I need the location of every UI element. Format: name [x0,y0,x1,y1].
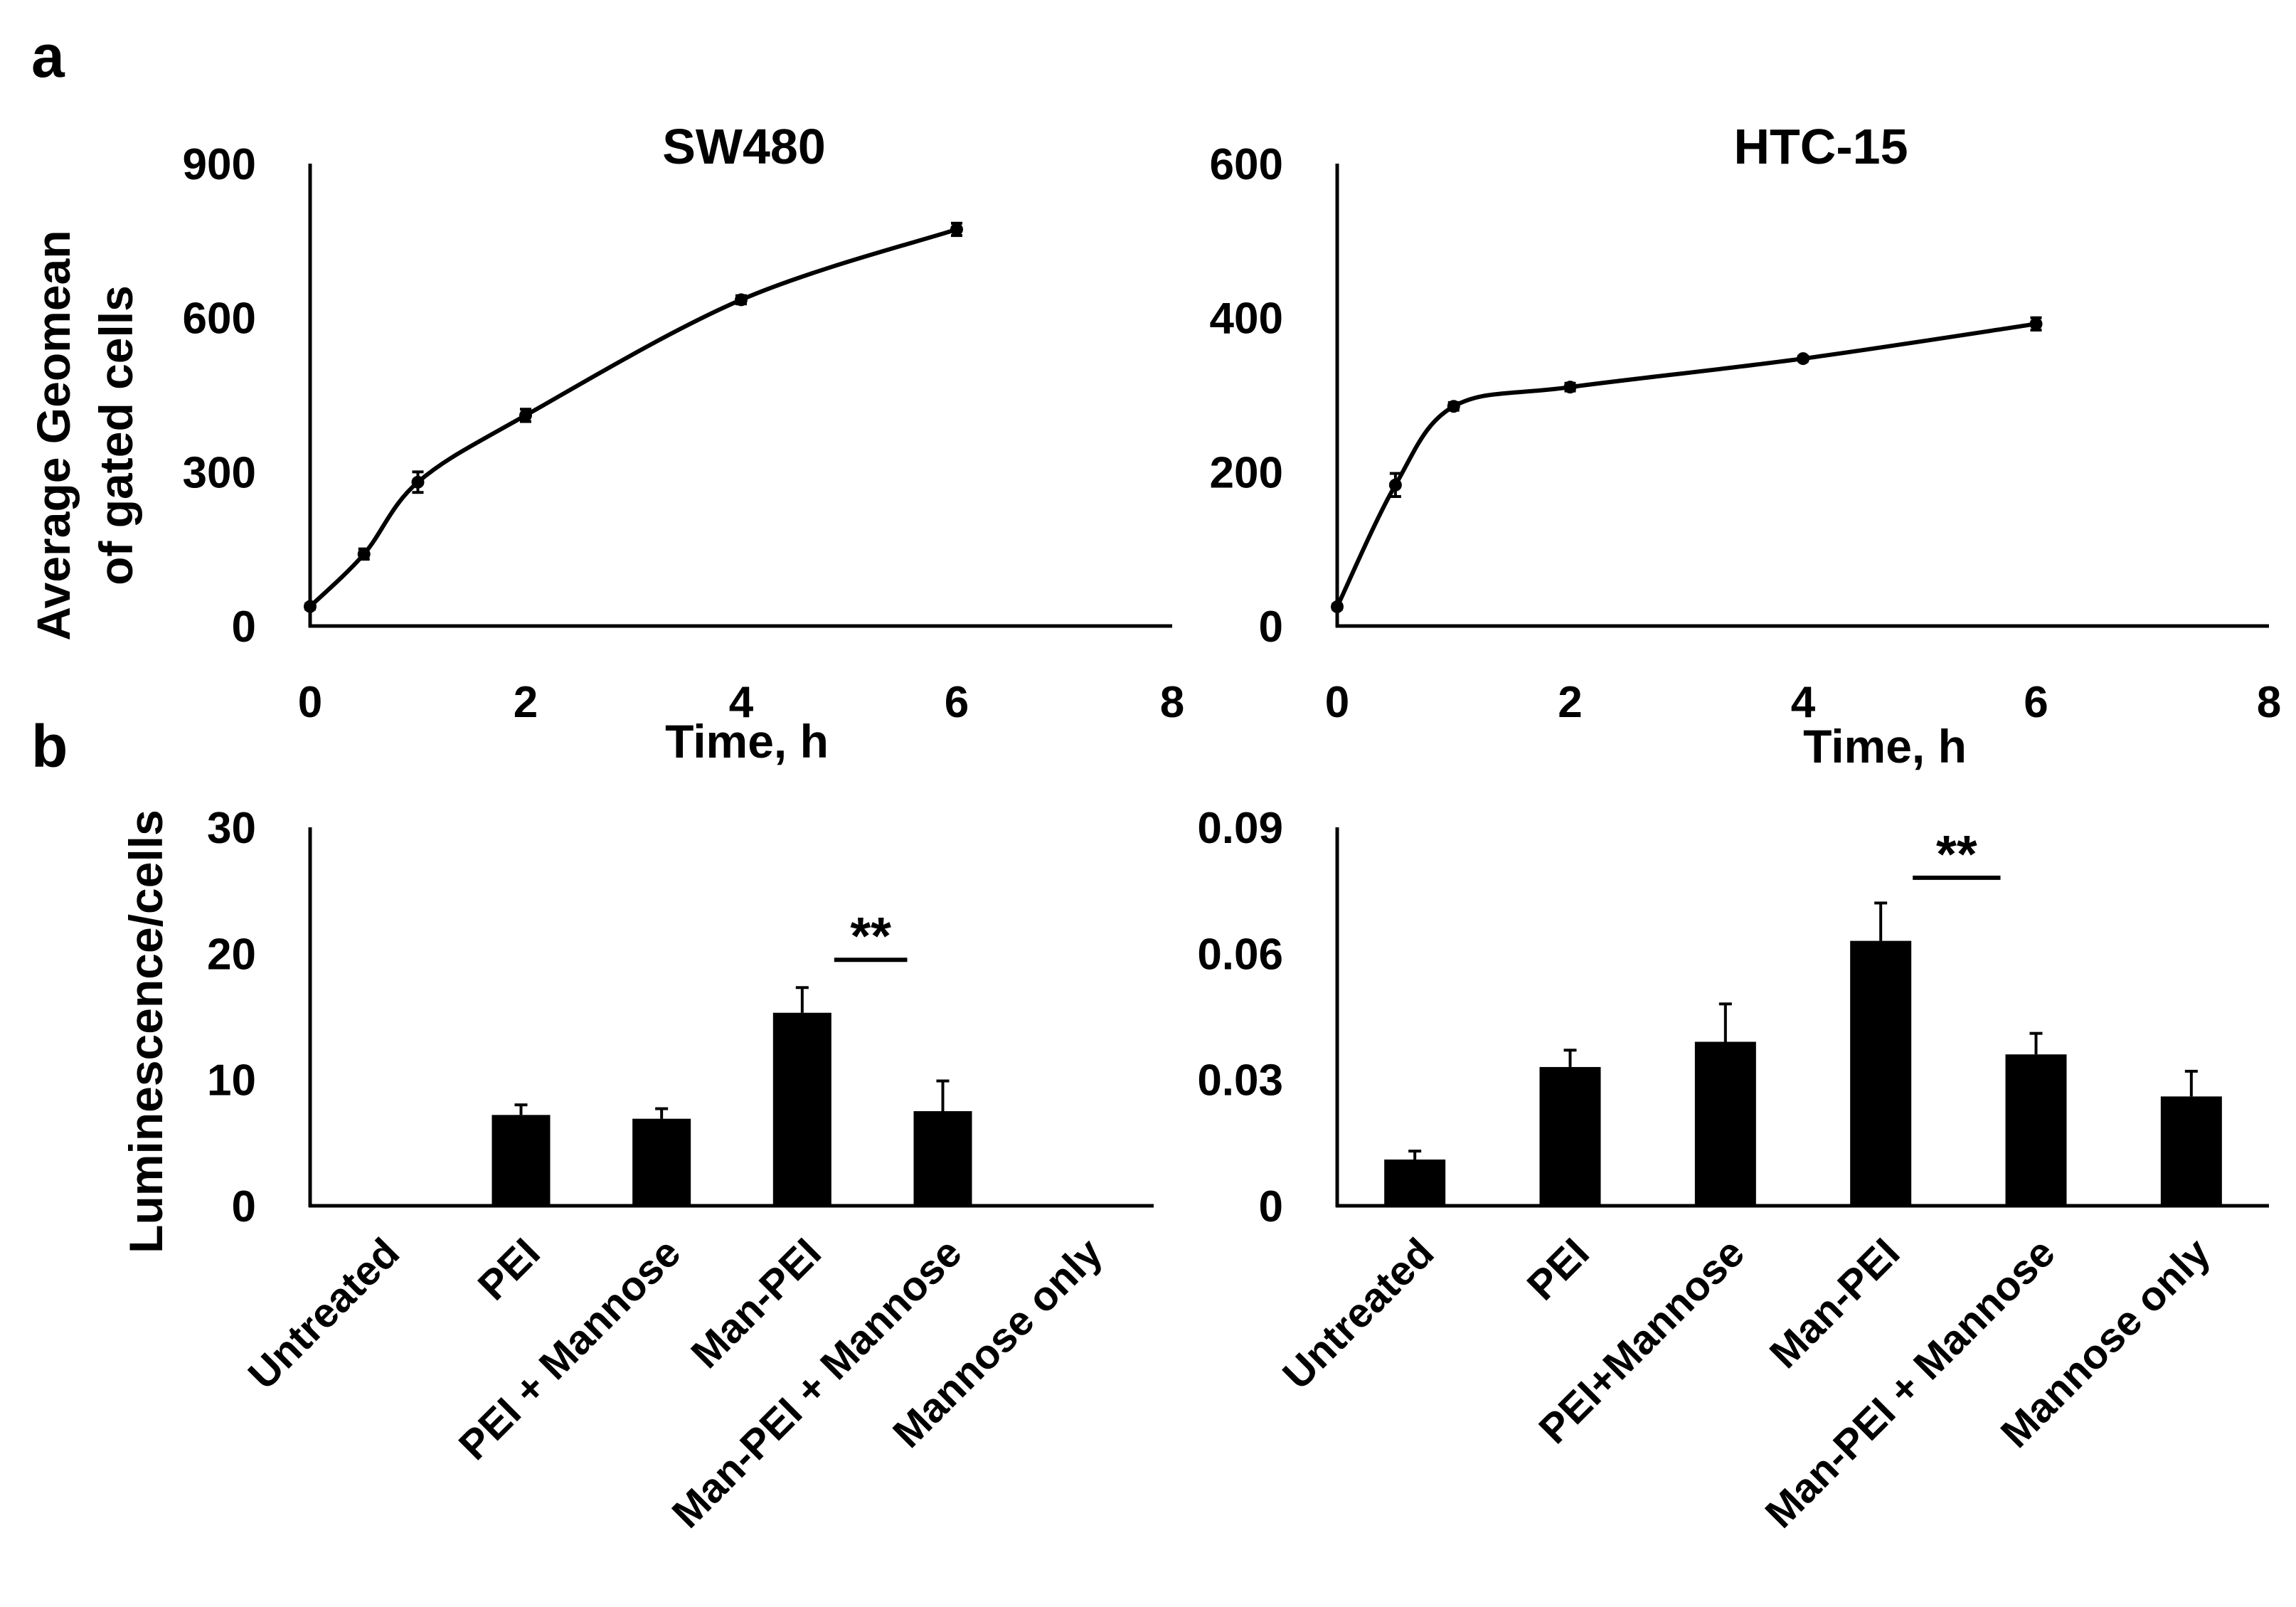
data-point [735,293,748,307]
bar [1054,1204,1113,1206]
bar [1539,1066,1601,1206]
chart-title: HTC-15 [1733,119,1908,174]
y-tick-label: 300 [183,448,256,497]
data-point [357,547,371,561]
y-tick-label: 900 [183,140,256,189]
panel-label-b: b [31,713,68,780]
data-point [1563,381,1577,394]
data-point [411,475,425,489]
bar [913,1111,972,1206]
y-tick-label: 0 [1259,603,1283,652]
bar [2160,1096,2222,1206]
x-tick-label: 8 [1160,678,1184,727]
data-point [2029,317,2043,331]
chart-title: SW480 [662,119,826,174]
panel-label-a: a [31,23,65,90]
bar [1694,1041,1756,1206]
chart-htc15-line: HTC-15 0 200 400 600 0 2 4 6 8 Time, h [1210,119,2282,773]
y-tick-label: 0.03 [1197,1056,1283,1105]
significance-marker: ** [850,906,891,965]
y-tick-label: 10 [207,1056,256,1105]
y-axis-title-b: Luminescence/cells [119,810,172,1253]
y-tick-label: 20 [207,930,256,979]
data-point [1797,352,1809,366]
bar [1384,1159,1446,1206]
y-tick-label: 600 [183,295,256,344]
x-tick-label: 2 [1558,678,1582,727]
y-tick-label: 0.06 [1197,930,1283,979]
y-tick-label: 30 [207,804,256,853]
bar [632,1118,691,1206]
x-tick-label: 0 [1325,678,1349,727]
bar [491,1115,551,1206]
bar [2005,1054,2067,1206]
x-axis-title: Time, h [665,715,829,768]
x-tick-label: 6 [2024,678,2048,727]
x-tick-label: 0 [298,678,322,727]
significance-marker: ** [1936,824,1977,884]
x-tick-label: 8 [2257,678,2281,727]
data-point [1388,478,1402,492]
data-point [950,223,963,236]
bar [772,1012,831,1206]
y-axis-title-a-line2: of gated cells [90,285,142,585]
y-tick-label: 0.09 [1197,804,1283,853]
bar [351,1204,410,1206]
x-tick-label: 6 [945,678,969,727]
x-tick-label: 4 [729,678,754,727]
y-tick-label: 0 [232,603,256,652]
data-point [1447,400,1460,413]
y-axis-title-a-line1: Average Geomean [27,230,80,640]
data-point [519,408,532,422]
chart-sw480-line: SW480 0 300 600 900 0 2 4 6 8 Time, h [183,119,1185,768]
y-tick-label: 400 [1210,295,1283,344]
y-tick-label: 0 [1259,1182,1283,1231]
y-tick-label: 0 [232,1182,256,1231]
data-point [1331,600,1344,613]
x-tick-label: 4 [1791,678,1816,727]
y-tick-label: 600 [1210,140,1283,189]
bar [1850,940,1912,1206]
x-axis-title: Time, h [1803,720,1967,773]
data-point [304,600,317,613]
x-tick-label: 2 [514,678,538,727]
y-tick-label: 200 [1210,448,1283,497]
